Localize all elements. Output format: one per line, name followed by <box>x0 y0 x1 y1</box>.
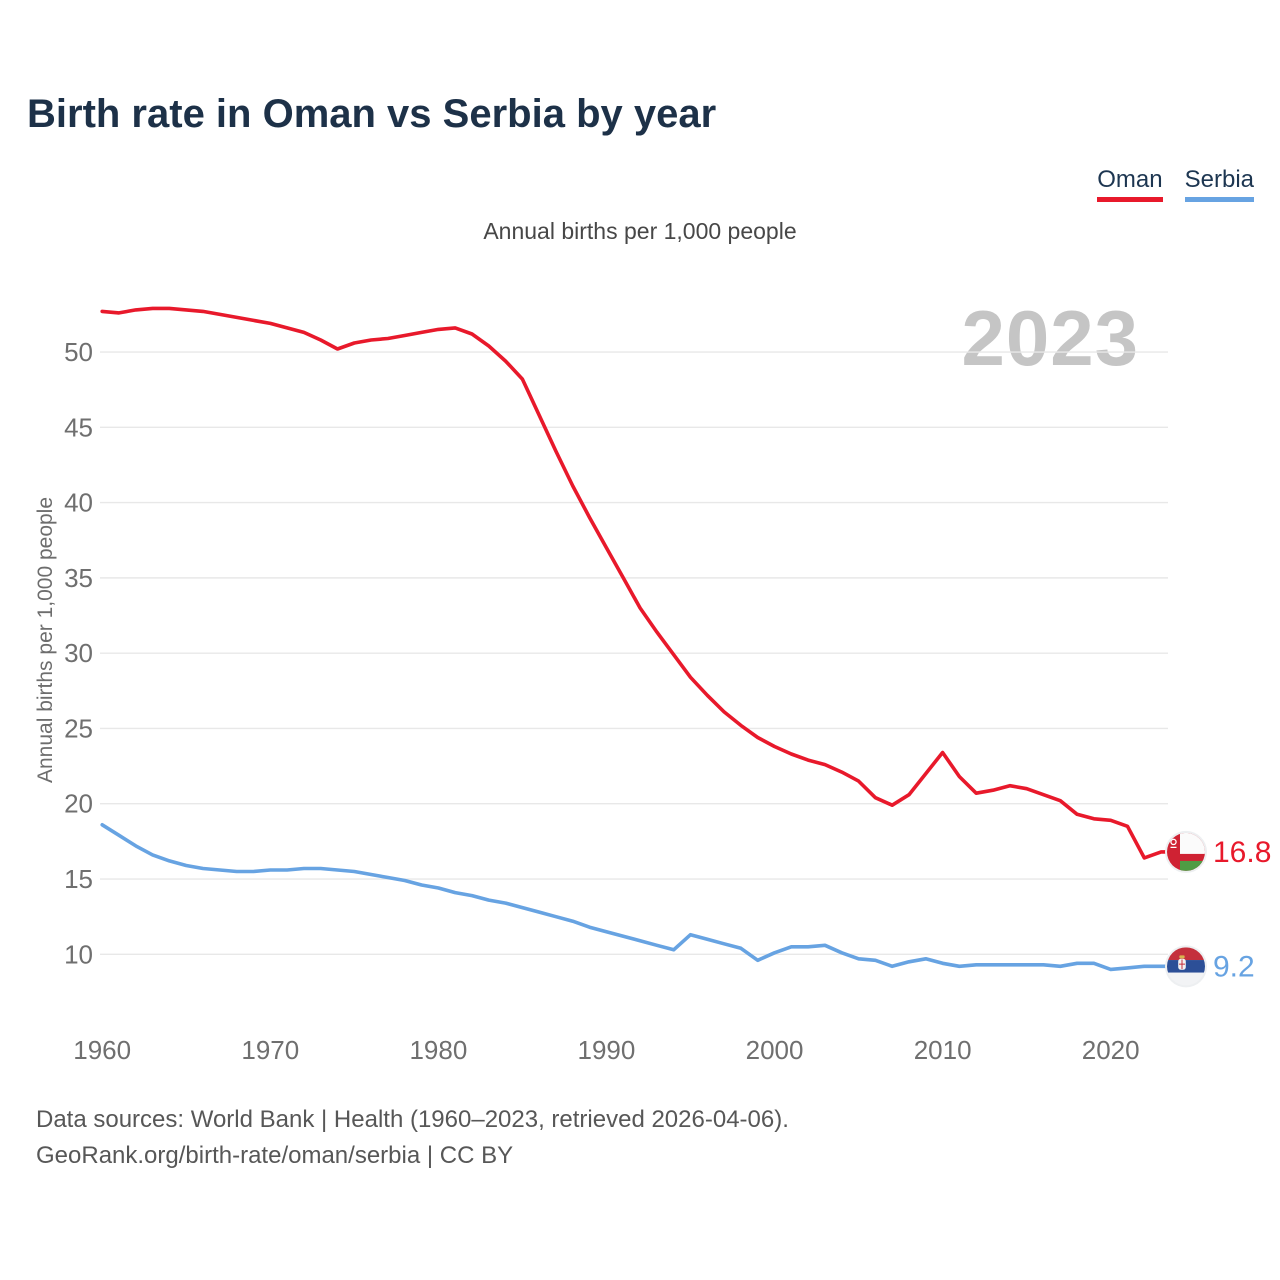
footer-line-2: GeoRank.org/birth-rate/oman/serbia | CC … <box>36 1142 514 1169</box>
x-tick-label: 2020 <box>1082 1035 1140 1065</box>
y-tick-label: 10 <box>64 939 93 969</box>
serbia-series-line <box>100 822 1172 972</box>
oman-flag-icon <box>1167 832 1205 871</box>
y-tick-label: 20 <box>64 789 93 819</box>
legend-item-serbia[interactable]: Serbia <box>1184 166 1254 202</box>
x-tick-label: 1970 <box>241 1035 299 1065</box>
legend: Oman Serbia <box>1097 166 1254 202</box>
y-tick-label: 35 <box>64 563 93 593</box>
legend-serbia-label: Serbia <box>1184 166 1254 193</box>
y-tick-label: 50 <box>64 337 93 367</box>
y-tick-label: 40 <box>64 488 93 518</box>
legend-serbia-underline <box>1184 197 1254 202</box>
oman-end-label: 16.8 <box>1213 836 1271 869</box>
chart-subtitle: Annual births per 1,000 people <box>483 218 797 244</box>
x-tick-label: 2000 <box>746 1035 804 1065</box>
y-tick-label: 15 <box>64 864 93 894</box>
x-tick-label: 2010 <box>914 1035 972 1065</box>
legend-item-oman[interactable]: Oman <box>1097 166 1163 202</box>
legend-oman-underline <box>1097 197 1163 202</box>
x-tick-label: 1980 <box>409 1035 467 1065</box>
serbia-flag-icon <box>1167 947 1205 986</box>
y-tick-label: 30 <box>64 638 93 668</box>
x-tick-label: 1990 <box>578 1035 636 1065</box>
y-tick-label: 25 <box>64 713 93 743</box>
x-tick-label: 1960 <box>73 1035 131 1065</box>
serbia-end-label: 9.2 <box>1213 950 1255 983</box>
footer: Data sources: World Bank | Health (1960–… <box>36 1102 789 1174</box>
y-tick-label: 45 <box>64 412 93 442</box>
oman-series-line <box>100 306 1172 860</box>
watermark-year: 2023 <box>961 294 1139 382</box>
chart-title: Birth rate in Oman vs Serbia by year <box>27 92 717 136</box>
footer-line-1: Data sources: World Bank | Health (1960–… <box>36 1106 789 1133</box>
legend-oman-label: Oman <box>1097 166 1163 193</box>
